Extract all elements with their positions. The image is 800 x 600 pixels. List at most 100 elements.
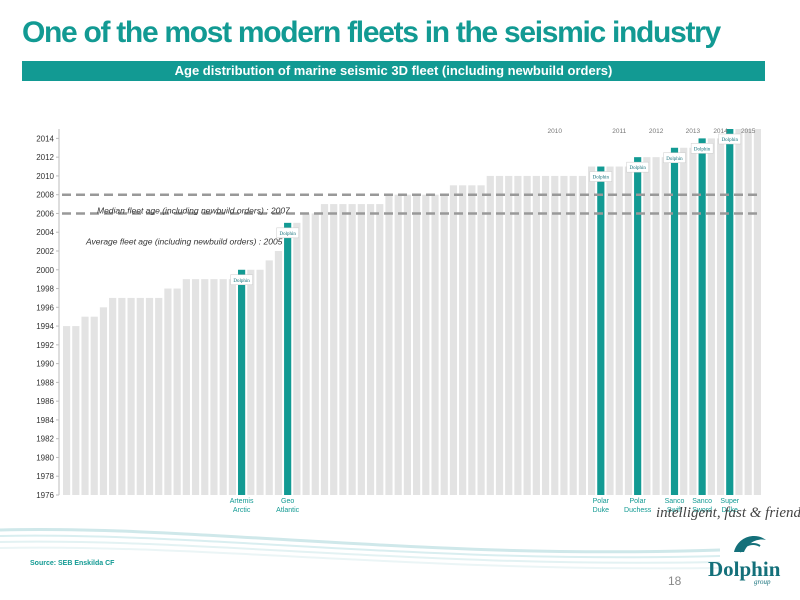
fleet-bar: [689, 147, 697, 495]
y-tick-label: 1976: [36, 491, 54, 500]
fleet-bar: [624, 166, 633, 496]
fleet-bar: [136, 297, 144, 495]
year-marker-label: 2012: [649, 128, 664, 135]
dolphin-badge-text: Dolphin: [629, 166, 646, 171]
fleet-bar: [643, 157, 651, 495]
fleet-bar: [477, 185, 485, 496]
vessel-label: Polar Duke: [593, 498, 610, 514]
fleet-bar: [219, 279, 227, 495]
dolphin-badge-icon: [626, 161, 649, 173]
fleet-bar: [652, 157, 660, 495]
bars-layer: [63, 129, 761, 496]
dolphin-badge-text: Dolphin: [722, 138, 739, 143]
y-tick-label: 2008: [36, 191, 54, 200]
fleet-bar: [551, 175, 559, 495]
dolphin-vessel-bar: [238, 269, 246, 495]
fleet-bar: [403, 194, 411, 495]
fleet-bar: [486, 175, 494, 495]
fleet-bar: [72, 326, 80, 495]
y-tick-label: 1978: [36, 472, 54, 481]
decorative-waves: [0, 528, 720, 570]
vessel-label: Artemis Arctic: [230, 498, 254, 514]
dolphin-vessel-bar: [726, 129, 734, 495]
fleet-bar: [247, 269, 255, 495]
year-marker-label: 2015: [741, 128, 756, 135]
fleet-bar: [145, 297, 154, 495]
y-tick-label: 1990: [36, 360, 54, 369]
y-tick-label: 1984: [36, 416, 54, 425]
fleet-bar: [523, 175, 531, 495]
vessel-label: Geo Atlantic: [276, 498, 299, 514]
y-tick-label: 1992: [36, 341, 54, 350]
logo-sub: group: [754, 578, 771, 586]
fleet-bar: [514, 175, 522, 495]
fleet-bar: [265, 260, 273, 495]
fleet-bar: [109, 297, 117, 495]
vessel-label: Super Duke: [720, 498, 739, 514]
source-note: Source: SEB Enskilda CF: [30, 560, 115, 567]
y-tick-label: 2000: [36, 266, 54, 275]
year-marker-label: 2010: [548, 128, 563, 135]
fleet-bar: [716, 138, 725, 495]
fleet-bar: [431, 194, 439, 495]
y-tick-label: 1994: [36, 322, 54, 331]
fleet-bar: [661, 157, 669, 495]
dolphin-logo-icon: [734, 536, 766, 553]
fleet-bar: [330, 204, 338, 496]
y-tick-label: 1996: [36, 303, 54, 312]
dolphin-vessel-bar: [698, 138, 706, 495]
fleet-bar: [90, 316, 98, 495]
fleet-bar: [744, 129, 752, 495]
chart-subtitle-banner: Age distribution of marine seismic 3D fl…: [22, 61, 765, 81]
fleet-bar: [99, 307, 108, 495]
dolphin-badge-text: Dolphin: [233, 279, 250, 284]
fleet-bar: [422, 194, 430, 495]
vessel-label: Sanco Swift: [665, 498, 685, 514]
year-marker-label: 2011: [612, 128, 626, 135]
year-marker-label: 2014: [713, 128, 728, 135]
fleet-bar: [118, 297, 126, 495]
fleet-bar: [707, 138, 715, 495]
fleet-bar: [339, 204, 347, 496]
fleet-bar: [302, 213, 310, 495]
fleet-bar: [256, 269, 264, 495]
y-tick-label: 1980: [36, 453, 54, 462]
fleet-bar: [201, 279, 209, 495]
dolphin-badge-icon: [663, 152, 686, 164]
fleet-bar: [680, 147, 688, 495]
year-marker-label: 2013: [686, 128, 701, 135]
fleet-bar: [413, 194, 421, 495]
fleet-bar: [63, 326, 71, 495]
y-axis: 1976 1978 1980 1982 1984 1986 1988 1990 1992 1994…: [36, 129, 60, 500]
dolphin-badge-text: Dolphin: [593, 176, 610, 181]
fleet-bar: [735, 129, 743, 495]
fleet-bar: [606, 166, 614, 496]
fleet-bar: [164, 288, 172, 495]
fleet-bar: [228, 279, 236, 495]
fleet-bar: [569, 175, 577, 495]
vessel-label: Sanco Sword: [692, 498, 712, 514]
dolphin-badge-icon: [230, 274, 253, 286]
y-tick-label: 2004: [36, 228, 54, 237]
fleet-bar: [588, 166, 596, 496]
fleet-bar: [560, 175, 568, 495]
logo-name: Dolphin: [708, 557, 781, 581]
fleet-bar: [182, 279, 190, 495]
y-tick-label: 2012: [36, 153, 54, 162]
fleet-bar: [449, 185, 458, 496]
dolphin-badge-text: Dolphin: [694, 147, 711, 152]
fleet-bar: [468, 185, 476, 496]
y-tick-label: 1982: [36, 435, 54, 444]
fleet-bar: [385, 194, 393, 495]
y-tick-label: 2010: [36, 172, 54, 181]
fleet-bar: [311, 213, 319, 495]
fleet-bar: [753, 129, 761, 495]
fleet-bar: [615, 166, 623, 496]
y-tick-label: 2006: [36, 209, 54, 218]
fleet-bar: [495, 175, 504, 495]
dolphin-vessel-bar: [597, 166, 605, 496]
fleet-bar: [578, 175, 586, 495]
dolphin-badge-text: Dolphin: [279, 232, 296, 237]
vessel-label: Polar Duchess: [624, 498, 652, 514]
fleet-bar: [293, 222, 301, 495]
